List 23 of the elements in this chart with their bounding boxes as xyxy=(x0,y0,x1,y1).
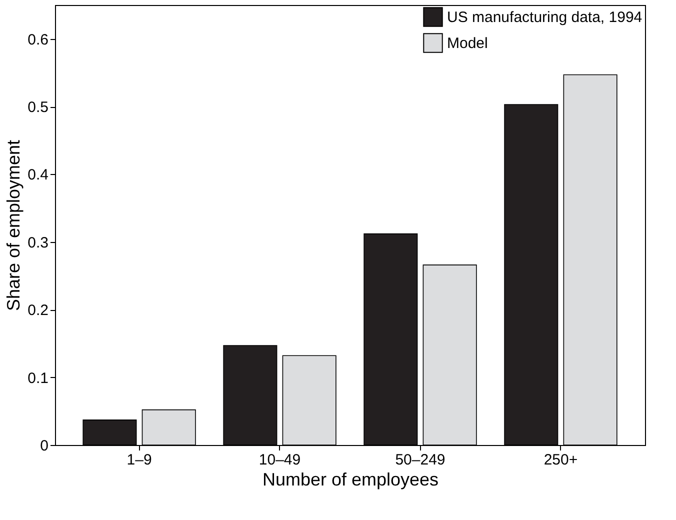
y-tick-label: 0.2 xyxy=(28,302,48,320)
y-tick-label: 0.3 xyxy=(28,234,48,252)
bar xyxy=(223,345,278,446)
legend-label: US manufacturing data, 1994 xyxy=(447,9,642,26)
legend-label: Model xyxy=(447,35,488,52)
bar xyxy=(364,233,418,446)
y-axis-title: Share of employment xyxy=(4,140,24,312)
y-tick-label: 0.6 xyxy=(28,31,48,48)
bar xyxy=(142,409,196,446)
x-tick-label: 250+ xyxy=(544,452,578,468)
x-tick-label: 50–249 xyxy=(395,452,446,468)
bar xyxy=(282,355,336,446)
bar xyxy=(504,104,558,446)
y-tick-label: 0.4 xyxy=(28,166,48,184)
x-tick-label: 1–9 xyxy=(126,452,152,468)
y-tick-label: 0.1 xyxy=(28,370,48,387)
y-tick-label: 0 xyxy=(40,438,48,454)
y-tick-label: 0.5 xyxy=(28,99,48,116)
x-axis-title: Number of employees xyxy=(262,470,439,490)
bar xyxy=(422,264,477,446)
bar xyxy=(82,420,137,446)
x-tick-label: 10–49 xyxy=(258,452,301,468)
bar xyxy=(563,74,618,446)
